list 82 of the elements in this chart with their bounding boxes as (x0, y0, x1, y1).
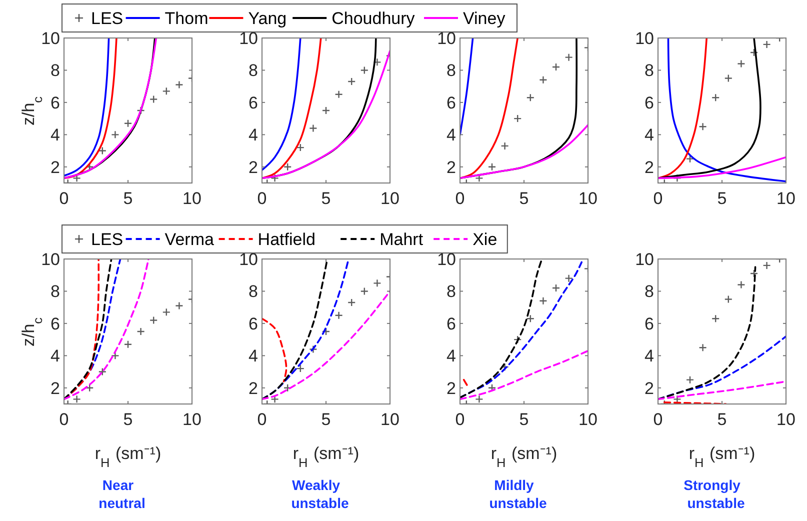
y-tick-label: 2 (248, 378, 258, 398)
x-axis-title: r$_{H}$ (sm⁻¹) (490, 444, 558, 470)
y-tick-label: 10 (41, 29, 60, 48)
y-tick-label: 2 (446, 158, 456, 177)
y-tick-label: 10 (239, 29, 258, 48)
y-tick-label: 10 (635, 250, 654, 269)
y-tick-label: 4 (50, 346, 60, 366)
y-tick-label: 8 (644, 282, 654, 302)
x-tick-label: 10 (578, 410, 598, 429)
legend-label: Mahrt (380, 230, 424, 249)
x-tick-label: 0 (59, 410, 69, 429)
legend-label: Viney (463, 9, 506, 28)
y-tick-label: 4 (644, 126, 654, 145)
y-tick-label: 8 (446, 282, 456, 302)
legend-label: LES (91, 9, 124, 28)
x-axis-title: r$_{H}$ (sm⁻¹) (94, 444, 162, 470)
x-tick-label: 0 (455, 189, 465, 208)
legend-label: Yang (248, 9, 287, 28)
x-axis-title: r$_{H}$ (sm⁻¹) (688, 444, 756, 470)
x-tick-label: 0 (455, 410, 465, 429)
y-tick-label: 6 (50, 93, 60, 112)
y-tick-label: 8 (248, 61, 258, 80)
x-tick-label: 10 (380, 189, 400, 208)
y-tick-label: 2 (446, 378, 456, 398)
y-tick-label: 4 (446, 126, 456, 145)
y-tick-label: 6 (248, 93, 258, 112)
text: Mildly unstable (489, 477, 547, 511)
x-tick-label: 0 (257, 410, 267, 429)
x-tick-label: 10 (182, 410, 202, 429)
y-tick-label: 10 (41, 250, 60, 269)
text: Near neutral (98, 477, 146, 511)
y-tick-label: 2 (644, 158, 654, 177)
text: Weakly unstable (291, 477, 349, 511)
y-tick-label: 8 (644, 61, 654, 80)
y-tick-label: 2 (248, 158, 258, 177)
x-tick-label: 10 (578, 189, 598, 208)
x-tick-label: 0 (653, 410, 663, 429)
y-tick-label: 6 (50, 314, 60, 334)
legend-label: Thom (164, 9, 208, 28)
x-tick-label: 10 (380, 410, 400, 429)
y-tick-label: 6 (248, 314, 258, 334)
x-tick-label: 10 (776, 410, 796, 429)
y-tick-label: 10 (239, 250, 258, 269)
y-tick-label: 4 (248, 126, 258, 145)
x-tick-label: 5 (519, 410, 529, 429)
y-tick-label: 2 (644, 378, 654, 398)
y-tick-label: 4 (50, 126, 60, 145)
y-tick-label: 4 (248, 346, 258, 366)
x-tick-label: 0 (257, 189, 267, 208)
x-tick-label: 5 (717, 189, 727, 208)
x-tick-label: 5 (717, 410, 727, 429)
legend-label: Choudhury (332, 9, 416, 28)
y-tick-label: 4 (446, 346, 456, 366)
x-tick-label: 5 (123, 189, 133, 208)
y-tick-label: 8 (248, 282, 258, 302)
legend-label: LES (91, 230, 124, 249)
y-tick-label: 10 (437, 29, 456, 48)
y-tick-label: 2 (50, 158, 60, 177)
y-tick-label: 2 (50, 378, 60, 398)
legend-label: Hatfield (258, 230, 316, 249)
x-tick-label: 5 (321, 410, 331, 429)
text: Strongly unstable (684, 477, 745, 511)
legend-label: Verma (164, 230, 214, 249)
y-tick-label: 6 (446, 314, 456, 334)
y-tick-label: 4 (644, 346, 654, 366)
y-tick-label: 8 (446, 61, 456, 80)
x-tick-label: 5 (519, 189, 529, 208)
x-tick-label: 0 (59, 189, 69, 208)
y-tick-label: 8 (50, 282, 60, 302)
legend-label: Xie (472, 230, 498, 249)
x-tick-label: 10 (776, 189, 796, 208)
x-tick-label: 10 (182, 189, 202, 208)
x-tick-label: 0 (653, 189, 663, 208)
y-tick-label: 10 (437, 250, 456, 269)
x-tick-label: 5 (321, 189, 331, 208)
y-tick-label: 6 (644, 314, 654, 334)
x-axis-title: r$_{H}$ (sm⁻¹) (292, 444, 360, 470)
y-tick-label: 6 (446, 93, 456, 112)
y-tick-label: 6 (644, 93, 654, 112)
x-tick-label: 5 (123, 410, 133, 429)
y-tick-label: 10 (635, 29, 654, 48)
y-tick-label: 8 (50, 61, 60, 80)
